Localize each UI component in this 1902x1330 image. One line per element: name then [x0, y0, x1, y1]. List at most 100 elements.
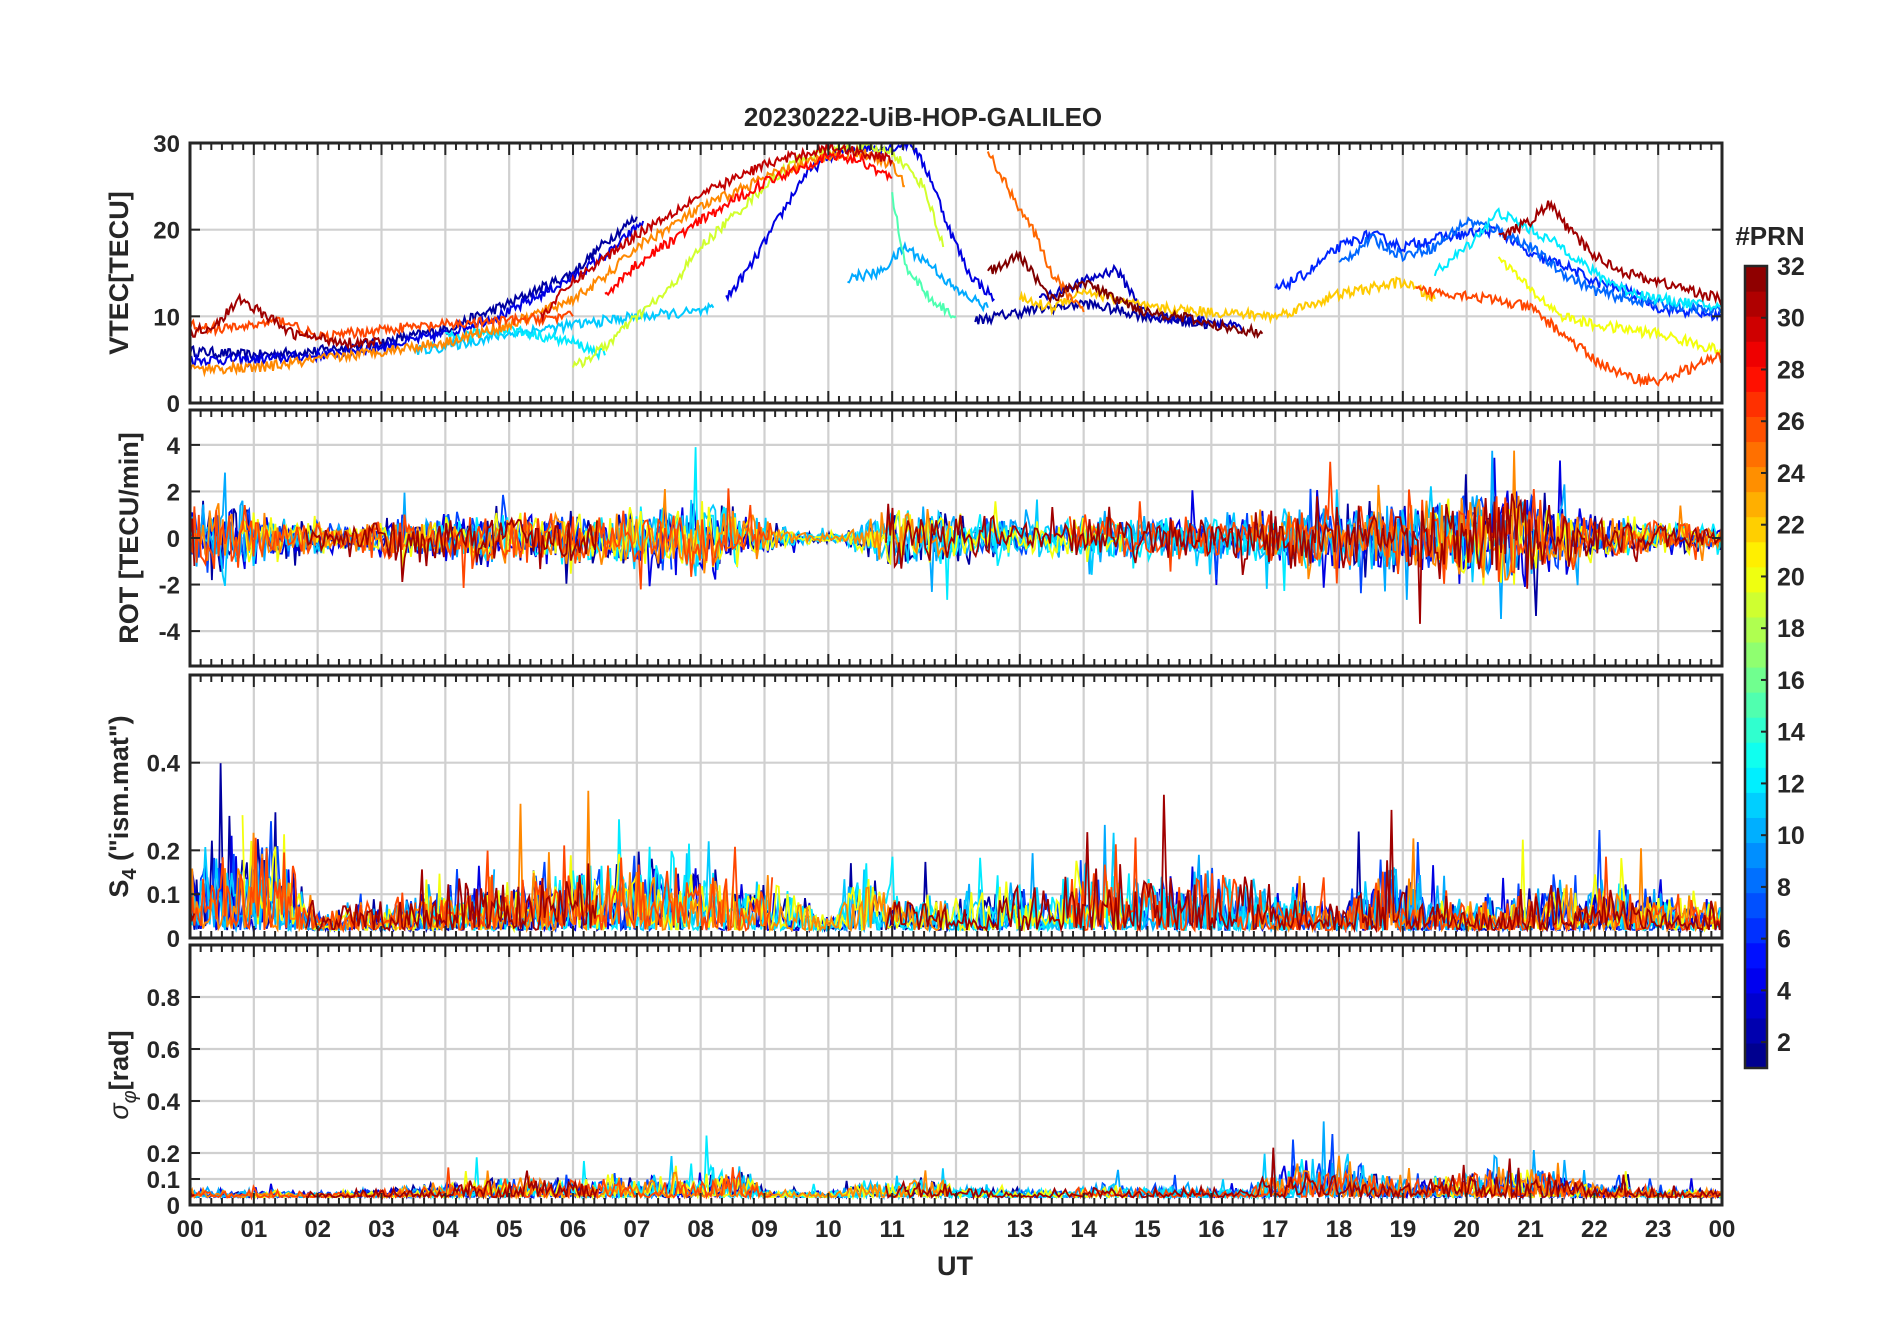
y-label-main: S — [104, 880, 134, 898]
vtec-series-prn-2 — [190, 213, 638, 362]
y-tick-label: 0.8 — [147, 985, 180, 1012]
colorbar-segment — [1745, 416, 1767, 443]
colorbar-segment — [1745, 867, 1767, 894]
chart-title: 20230222-UiB-HOP-GALILEO — [744, 102, 1102, 132]
x-tick-label: 18 — [1326, 1216, 1353, 1243]
panel-sigma: 00.10.20.40.60.8σφ[rad] — [104, 943, 1724, 1220]
y-label-sub: 4 — [119, 868, 141, 880]
vtec-series-prn-22 — [1018, 276, 1436, 325]
x-tick-label: 02 — [304, 1216, 331, 1243]
colorbar-tick-label: 14 — [1777, 719, 1805, 747]
vtec-series-prn-4 — [190, 220, 645, 368]
y-label-rest: [rad] — [104, 1030, 134, 1090]
vtec-series-prn-31 — [1498, 199, 1722, 306]
vtec-series-prn-20 — [1497, 256, 1722, 357]
colorbar-segment — [1745, 266, 1767, 292]
x-ticks — [189, 410, 1723, 666]
vtec-series-prn-26 — [190, 310, 574, 343]
colorbar-segment — [1745, 692, 1767, 718]
vtec-series-prn-32 — [987, 249, 1264, 339]
x-tick-label: 22 — [1581, 1216, 1608, 1243]
colorbar-segment — [1745, 717, 1767, 743]
y-tick-label: 0.2 — [147, 838, 180, 865]
x-ticks — [189, 945, 1723, 1205]
x-tick-label: 11 — [879, 1216, 904, 1243]
vtec-series-prn-30 — [540, 143, 894, 323]
colorbar-segment — [1745, 291, 1767, 317]
x-tick-label: 08 — [687, 1216, 714, 1243]
x-tick-label: 23 — [1645, 1216, 1672, 1243]
y-label-sub: φ — [119, 1090, 141, 1103]
x-tick-label: 03 — [368, 1216, 395, 1243]
colorbar-segment — [1745, 742, 1767, 768]
x-tick-label: 20 — [1453, 1216, 1480, 1243]
x-tick-label: 09 — [751, 1216, 778, 1243]
vtec-series-prn-15 — [891, 192, 957, 319]
colorbar-tick-label: 22 — [1777, 512, 1805, 540]
colorbar-segment — [1745, 316, 1767, 342]
colorbar-segment — [1745, 1017, 1767, 1044]
colorbar-tick-label: 4 — [1777, 977, 1791, 1005]
y-tick-label: 0 — [167, 926, 180, 953]
colorbar-segment — [1745, 541, 1767, 568]
colorbar-segment — [1745, 641, 1767, 668]
colorbar-tick-label: 20 — [1777, 563, 1805, 591]
colorbar-segment — [1745, 842, 1767, 869]
colorbar-segment — [1745, 566, 1767, 593]
x-axis-labels: 00 01 02 03 04 05 06 07 08 09 10 11 12 13 14 15 16 17 18 19… — [177, 1216, 1736, 1243]
colorbar-segment — [1745, 441, 1767, 468]
colorbar-tick-label: 18 — [1777, 615, 1805, 643]
y-tick-label: 20 — [153, 218, 180, 245]
y-tick-label: 0 — [167, 526, 180, 553]
colorbar-segment — [1745, 992, 1767, 1019]
panel-s4: 00.10.20.4S4 ("ism.mat") — [104, 673, 1724, 953]
y-axis-label-sigma: σφ[rad] — [104, 1030, 141, 1119]
colorbar-tick-label: 10 — [1777, 822, 1805, 850]
y-tick-label: 0.2 — [147, 1141, 180, 1168]
vtec-series-prn-10 — [847, 240, 989, 313]
x-tick-label: 00 — [177, 1216, 204, 1243]
panel-vtec: 0 10 20 30 VTEC[TECU] — [104, 131, 1724, 418]
colorbar-segment — [1745, 917, 1767, 944]
colorbar-segment — [1745, 516, 1767, 543]
colorbar-tick-label: 12 — [1777, 770, 1805, 798]
colorbar-segment — [1745, 341, 1767, 367]
vtec-series-prn-11 — [412, 301, 715, 355]
colorbar-tick-label: 2 — [1777, 1029, 1791, 1057]
colorbar-segment — [1745, 491, 1767, 518]
y-tick-label: 0 — [167, 1193, 180, 1220]
y-tick-label: 10 — [153, 304, 180, 331]
series-layer — [190, 143, 1722, 388]
colorbar-label: #PRN — [1735, 221, 1804, 251]
x-tick-label: 17 — [1262, 1216, 1289, 1243]
x-tick-label: 19 — [1389, 1216, 1416, 1243]
y-tick-label: 2 — [167, 479, 180, 506]
x-tick-label: 04 — [432, 1216, 459, 1243]
vtec-series-prn-12 — [1433, 207, 1722, 312]
colorbar-tick-label: 30 — [1777, 305, 1805, 333]
colorbar-tick-label: 28 — [1777, 356, 1805, 384]
x-tick-label: 00 — [1709, 1216, 1736, 1243]
x-tick-label: 07 — [623, 1216, 650, 1243]
colorbar-segment — [1745, 942, 1767, 969]
colorbar-segment — [1745, 616, 1767, 643]
x-axis-label: UT — [937, 1251, 973, 1281]
colorbar-segment — [1745, 892, 1767, 919]
x-tick-label: 01 — [240, 1216, 267, 1243]
rot-series-prn-26 — [190, 461, 1722, 590]
y-axis-label-s4: S4 ("ism.mat") — [104, 715, 141, 897]
colorbar-segment — [1745, 591, 1767, 618]
vtec-series-prn-25 — [986, 151, 1085, 313]
x-ticks — [189, 675, 1723, 938]
y-tick-label: 0.1 — [147, 882, 180, 909]
x-tick-label: 16 — [1198, 1216, 1225, 1243]
x-tick-label: 14 — [1070, 1216, 1097, 1243]
colorbar-tick-label: 8 — [1777, 874, 1791, 902]
vtec-series-prn-26 — [1415, 284, 1722, 388]
x-tick-label: 12 — [943, 1216, 970, 1243]
colorbar-tick-label: 6 — [1777, 926, 1791, 954]
vtec-series-prn-28 — [604, 149, 893, 297]
